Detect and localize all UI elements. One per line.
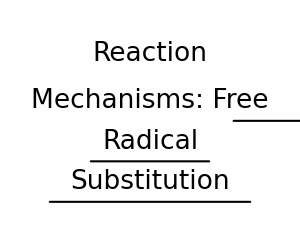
- Text: Radical: Radical: [102, 129, 198, 155]
- Text: Reaction: Reaction: [92, 41, 208, 67]
- Text: Mechanisms: Free: Mechanisms: Free: [31, 88, 269, 114]
- Text: Substitution: Substitution: [70, 169, 230, 195]
